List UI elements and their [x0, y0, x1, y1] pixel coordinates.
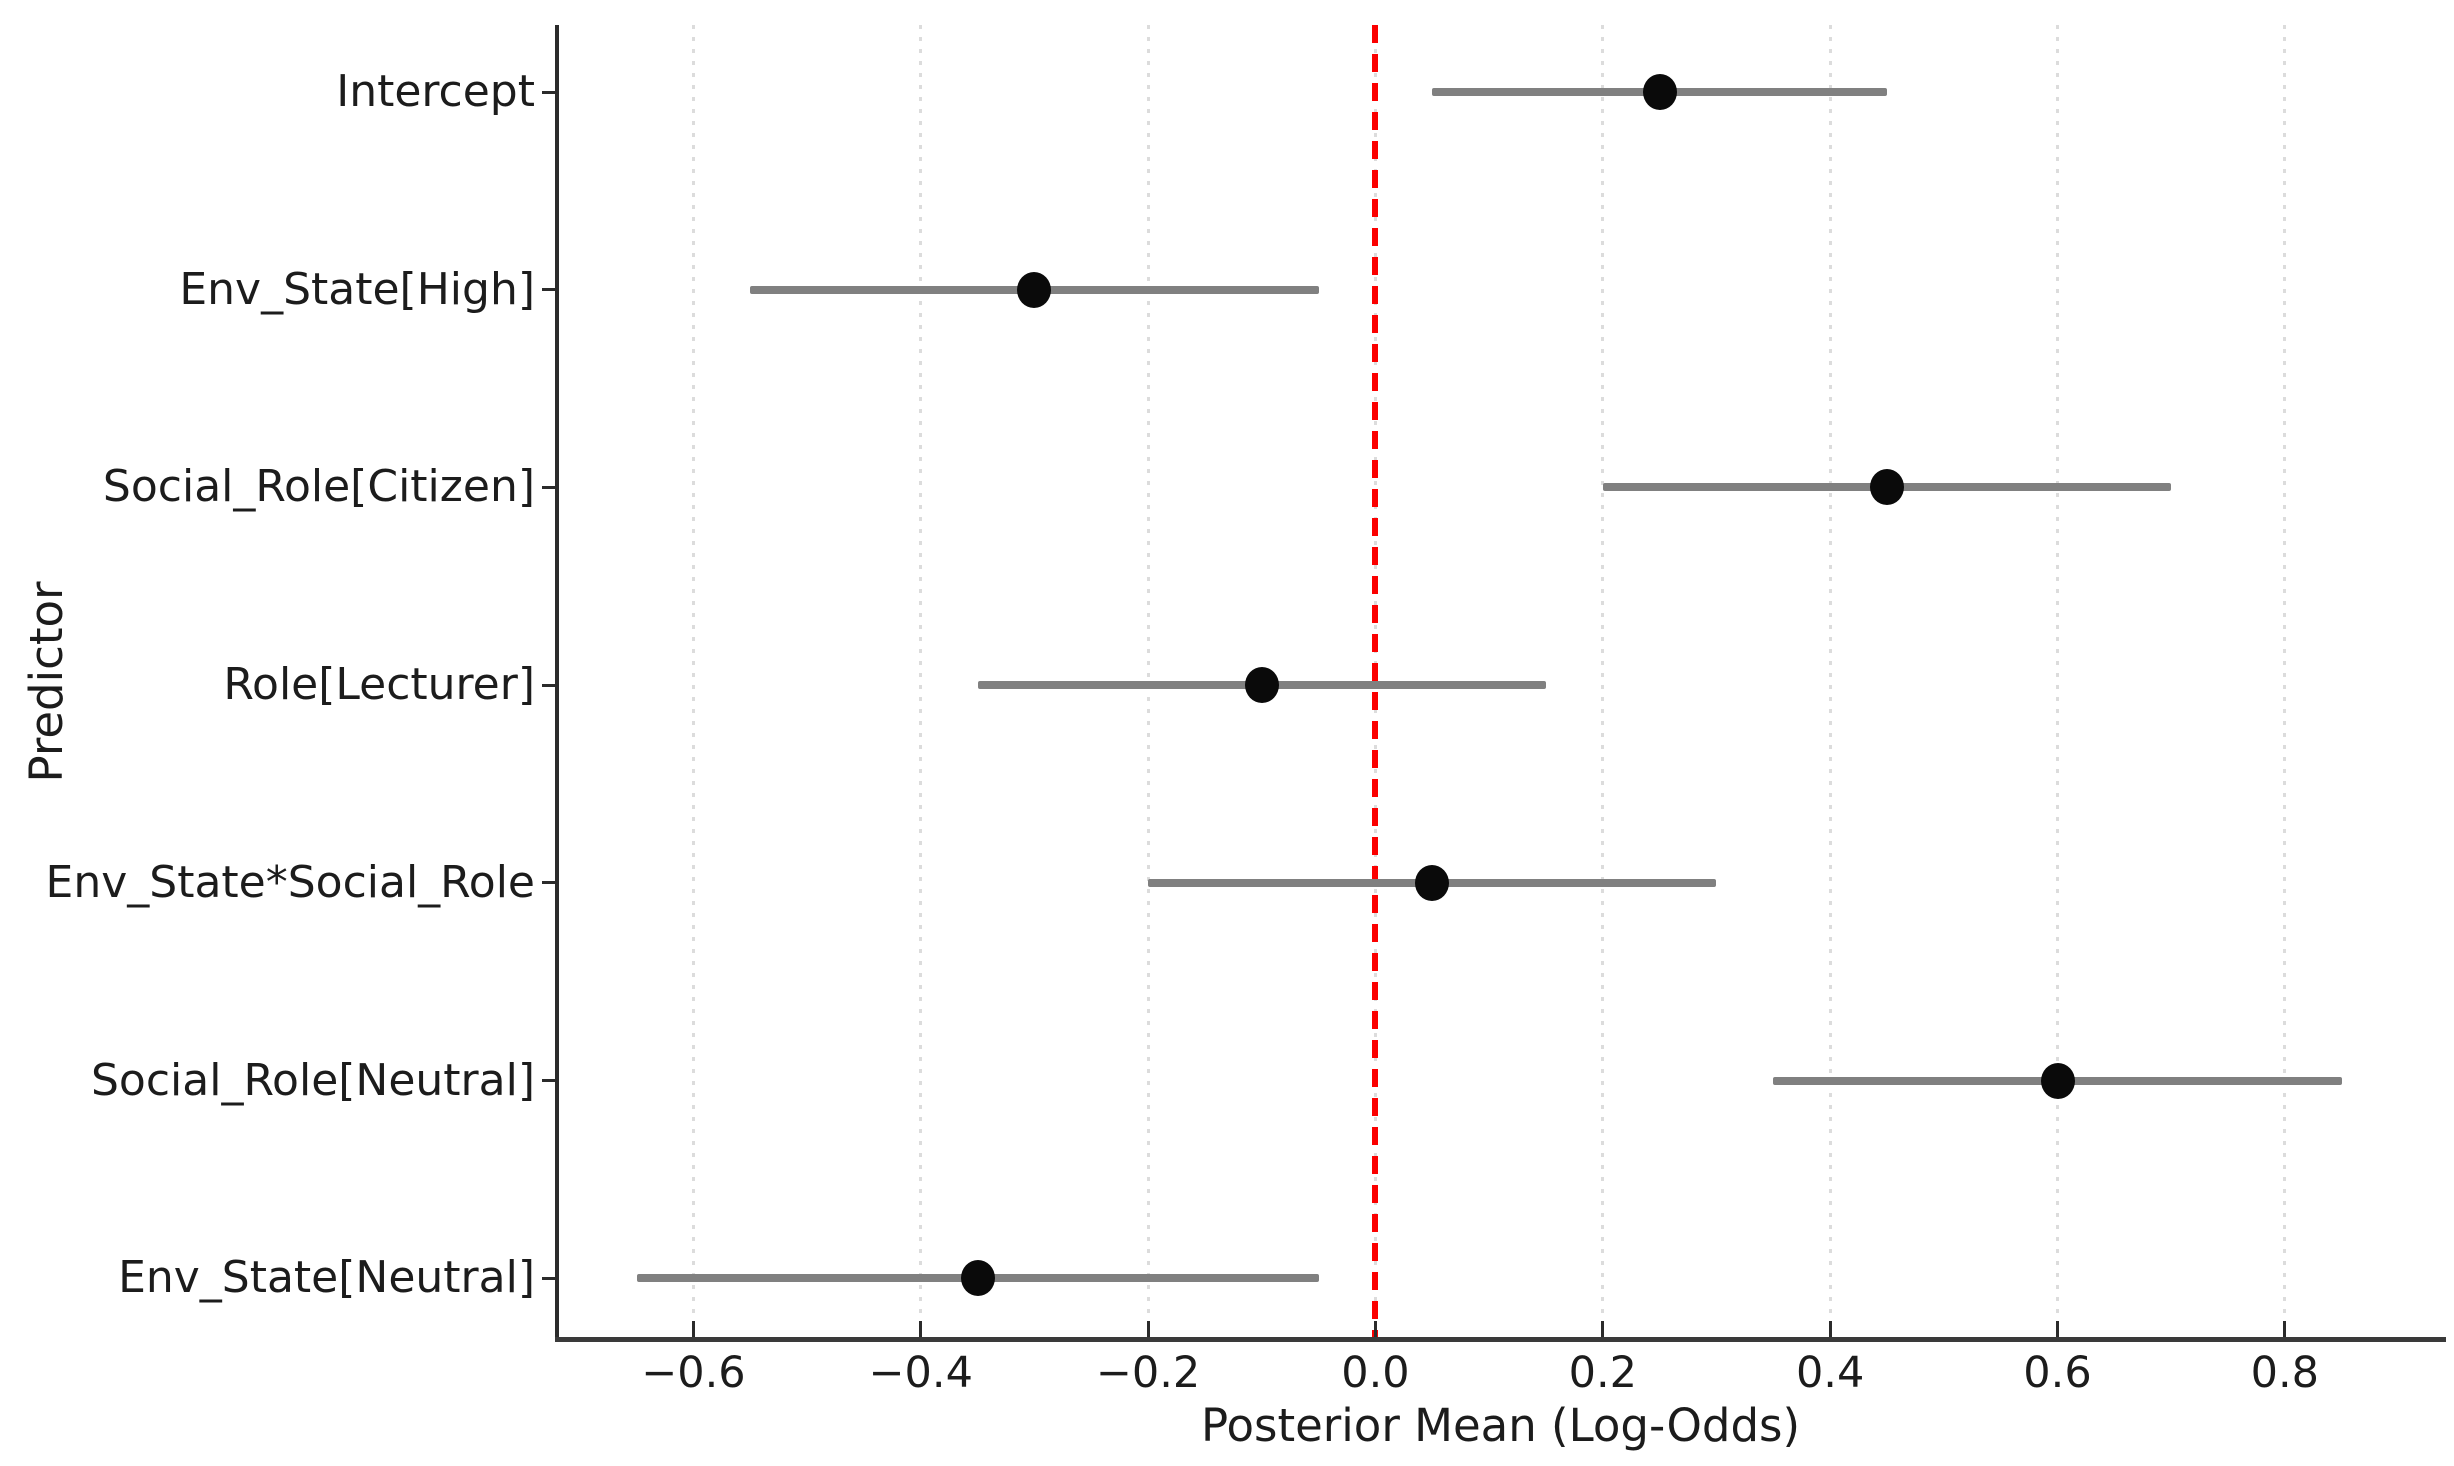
y-tick-label: Social_Role[Neutral] — [91, 1054, 535, 1106]
y-tick-mark — [542, 683, 558, 687]
x-tick-mark — [1146, 1321, 1150, 1337]
y-tick-mark — [542, 485, 558, 489]
x-gridline — [1601, 25, 1605, 1337]
x-tick-mark — [691, 1321, 695, 1337]
x-gridline — [691, 25, 695, 1337]
y-tick-mark — [542, 90, 558, 94]
x-gridline — [919, 25, 923, 1337]
x-tick-mark — [1601, 1321, 1605, 1337]
x-tick-label: −0.6 — [641, 1348, 746, 1398]
y-tick-label: Social_Role[Citizen] — [102, 461, 535, 513]
x-tick-label: 0.8 — [2250, 1348, 2320, 1398]
y-axis-spine — [555, 25, 559, 1341]
x-tick-label: 0.6 — [2023, 1348, 2092, 1398]
posterior-mean-marker — [960, 1260, 995, 1297]
x-axis-title: Posterior Mean (Log-Odds) — [1200, 1399, 1801, 1452]
y-tick-mark — [542, 288, 558, 292]
posterior-mean-marker — [1642, 74, 1677, 110]
zero-reference-line — [1372, 25, 1379, 1337]
posterior-mean-marker — [1017, 271, 1052, 308]
x-tick-label: −0.2 — [1095, 1348, 1201, 1398]
x-tick-mark — [919, 1321, 923, 1337]
y-axis-title: Predictor — [20, 581, 73, 783]
x-gridline — [2283, 25, 2287, 1337]
x-tick-label: −0.4 — [868, 1348, 973, 1398]
x-gridline — [1146, 25, 1150, 1337]
x-tick-mark — [2283, 1321, 2287, 1337]
x-tick-mark — [2056, 1321, 2059, 1337]
posterior-mean-marker — [1415, 864, 1450, 901]
y-tick-label: Role[Lecturer] — [223, 659, 535, 711]
posterior-mean-marker — [1869, 469, 1904, 506]
y-tick-mark — [542, 881, 558, 885]
y-tick-mark — [542, 1079, 558, 1082]
x-tick-label: 0.2 — [1568, 1348, 1637, 1398]
x-tick-label: 0.4 — [1795, 1348, 1865, 1398]
posterior-mean-marker — [1244, 667, 1279, 704]
x-gridline — [1828, 25, 1832, 1337]
x-tick-label: 0.0 — [1341, 1348, 1410, 1398]
y-tick-label: Env_State[High] — [179, 263, 535, 315]
y-tick-label: Env_State*Social_Role — [45, 856, 535, 908]
plot-area — [555, 25, 2446, 1342]
x-tick-mark — [1828, 1321, 1832, 1337]
posterior-mean-marker — [2040, 1062, 2075, 1099]
x-tick-mark — [1373, 1321, 1377, 1337]
y-tick-label: Intercept — [336, 66, 535, 117]
y-tick-label: Env_State[Neutral] — [118, 1252, 535, 1304]
y-tick-mark — [542, 1276, 558, 1280]
x-gridline — [2056, 25, 2059, 1337]
x-axis-spine — [555, 1337, 2446, 1342]
